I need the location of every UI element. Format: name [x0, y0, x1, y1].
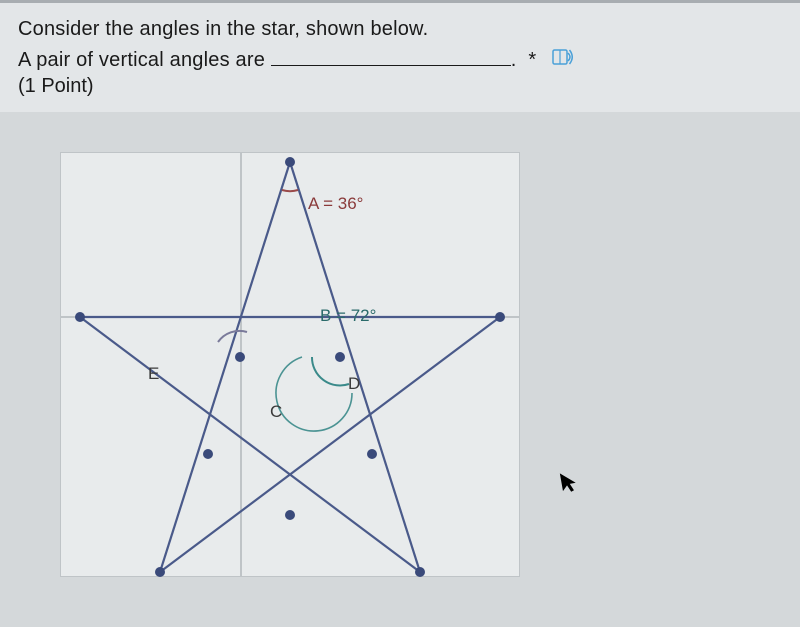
question-line-1: Consider the angles in the star, shown b…: [18, 15, 782, 44]
immersive-reader-icon[interactable]: [552, 46, 574, 75]
label-e: E: [148, 364, 159, 384]
label-a: A = 36°: [308, 194, 363, 214]
label-b: B = 72°: [320, 306, 376, 326]
figure-area: A = 36° B = 72° C D E: [0, 112, 800, 627]
required-mark: *: [528, 49, 536, 71]
question-line-2: A pair of vertical angles are . *: [18, 44, 782, 75]
question-header: Consider the angles in the star, shown b…: [0, 0, 800, 112]
label-c: C: [270, 402, 282, 422]
answer-blank[interactable]: [271, 44, 511, 66]
label-d: D: [348, 374, 360, 394]
question-suffix: .: [511, 49, 517, 71]
points-label: (1 Point): [18, 75, 782, 98]
star-diagram: [0, 112, 800, 627]
question-prefix: A pair of vertical angles are: [18, 49, 271, 71]
angle-arc-a: [282, 190, 298, 191]
angle-arc-b: [312, 357, 349, 385]
